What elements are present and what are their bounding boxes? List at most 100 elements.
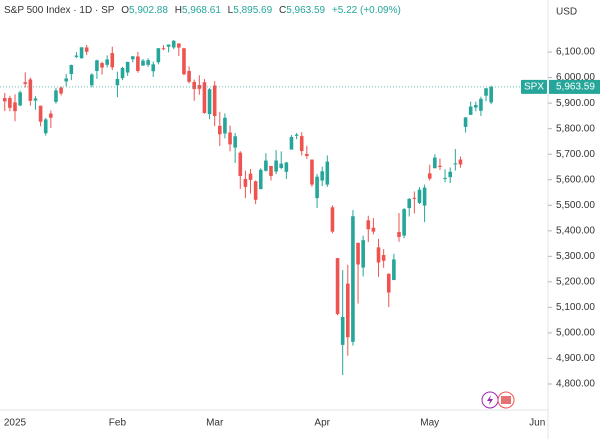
candle-body	[141, 60, 145, 66]
candle-body	[427, 173, 432, 179]
candle-body	[192, 81, 196, 90]
candle-body	[310, 159, 314, 185]
y-tick-label: 5,900.00	[556, 98, 595, 109]
candle-body	[381, 255, 386, 261]
candle-body	[110, 53, 115, 68]
candle-body	[33, 98, 38, 101]
candle-body	[417, 189, 422, 203]
candle-body	[484, 88, 488, 96]
candle-body	[105, 59, 109, 65]
candle-body	[340, 317, 345, 345]
candle-body	[90, 74, 94, 86]
candle-body	[151, 64, 156, 72]
candle-body	[269, 165, 273, 176]
candle-body	[402, 209, 406, 236]
y-tick-label: 5,000.00	[556, 328, 595, 339]
lightning-glyph	[487, 395, 493, 405]
candle-body	[474, 105, 478, 108]
candle-body	[320, 171, 324, 181]
candle-body	[187, 70, 191, 82]
symbol-tag: SPX	[524, 82, 544, 93]
change-value: +5.22 (+0.09%)	[331, 5, 401, 16]
candle-body	[54, 90, 58, 102]
symbol-tag-box	[521, 79, 547, 94]
y-tick-label: 5,700.00	[556, 149, 595, 160]
y-tick-label: 5,100.00	[556, 302, 595, 313]
candle-body	[49, 113, 53, 118]
candle-body	[161, 48, 166, 50]
chart-header: S&P 500 Index · 1D · SP O5,902.88 H5,968…	[4, 5, 405, 16]
candle-body	[299, 136, 304, 152]
candle-body	[453, 163, 458, 165]
candle-body	[64, 78, 68, 82]
low-prefix: L	[227, 5, 234, 16]
y-tick-label: 6,100.00	[556, 47, 595, 58]
candle-body	[197, 85, 202, 89]
candle-body	[407, 198, 412, 209]
candle-body	[294, 134, 299, 136]
candle-body	[463, 117, 468, 127]
candle-body	[489, 86, 493, 103]
y-tick-label: 6,000.00	[556, 72, 595, 83]
last-price-label: 5,963.59	[556, 82, 595, 93]
y-tick-label: 5,500.00	[556, 200, 595, 211]
candle-body	[202, 82, 207, 113]
candle-body	[74, 55, 79, 57]
candle-body	[458, 159, 463, 165]
candle-body	[264, 160, 268, 171]
chart-icons[interactable]	[481, 391, 515, 409]
y-tick-label: 5,800.00	[556, 123, 595, 134]
candle-body	[177, 43, 181, 48]
close-prefix: C	[278, 5, 287, 16]
candle-body	[274, 160, 278, 172]
candle-body	[371, 227, 376, 232]
candle-body	[335, 258, 340, 314]
candle-body	[243, 178, 248, 187]
candle-body	[130, 56, 135, 60]
y-tick-label: 4,900.00	[556, 353, 595, 364]
candle-body	[115, 78, 120, 86]
candle-body	[125, 61, 130, 73]
candle-body	[59, 87, 63, 94]
flag-glyph	[501, 396, 511, 404]
candle-body	[166, 44, 171, 47]
x-tick-label: Feb	[109, 418, 127, 429]
candle-body	[100, 63, 104, 68]
candle-body	[120, 67, 125, 79]
candle-body	[95, 60, 99, 71]
low-value: 5,895.69	[233, 5, 273, 16]
candle-body	[43, 119, 48, 134]
candle-body	[212, 85, 217, 116]
last-price-box	[549, 79, 600, 94]
candle-body	[438, 165, 442, 167]
candle-body	[422, 187, 427, 206]
y-tick-label: 5,600.00	[556, 174, 595, 185]
candle-body	[392, 259, 396, 281]
candle-body	[28, 79, 33, 101]
candle-body	[376, 247, 381, 263]
candle-body	[207, 89, 212, 115]
candle-body	[238, 152, 243, 177]
candle-body	[79, 47, 84, 59]
x-tick-label: 2025	[4, 418, 27, 429]
x-tick-label: Mar	[206, 418, 224, 429]
candle-body	[253, 181, 258, 200]
candle-body	[279, 163, 284, 168]
candle-body	[289, 136, 294, 150]
y-tick-label: 5,300.00	[556, 251, 595, 262]
candle-body	[69, 65, 74, 75]
candle-body	[325, 161, 330, 185]
symbol-title: S&P 500 Index · 1D · SP	[4, 5, 115, 16]
candle-body	[218, 125, 222, 135]
y-tick-label: 5,200.00	[556, 276, 595, 287]
candle-body	[351, 216, 355, 342]
y-tick-label: 5,400.00	[556, 225, 595, 236]
candle-body	[2, 98, 7, 102]
x-tick-label: May	[420, 418, 439, 429]
candle-body	[479, 98, 483, 111]
candle-body	[13, 102, 17, 112]
candle-body	[315, 176, 319, 199]
candle-body	[136, 56, 140, 71]
